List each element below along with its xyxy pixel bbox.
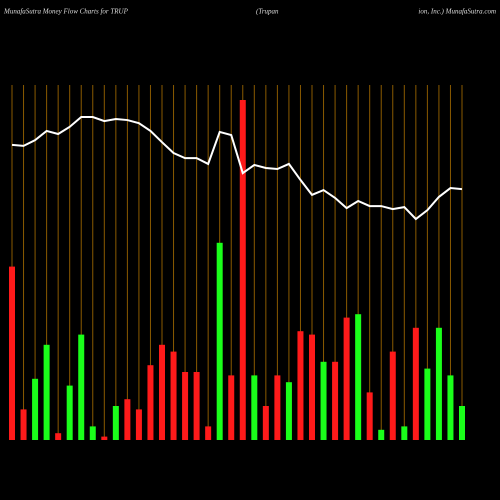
- bar: [124, 399, 131, 440]
- bar: [447, 375, 454, 440]
- bar: [251, 375, 258, 440]
- money-flow-line: [11, 116, 463, 221]
- bar: [274, 375, 281, 440]
- chart-title: MunafaSutra Money Flow Charts for TRUP: [3, 8, 129, 16]
- bar: [159, 344, 165, 440]
- bar: [239, 100, 246, 440]
- bar: [9, 266, 15, 440]
- bar: [262, 406, 269, 440]
- bar: [320, 361, 327, 440]
- chart-title: ion, Inc.) MunafaSutra.com: [418, 8, 496, 16]
- bar: [332, 361, 339, 440]
- bar: [205, 426, 212, 440]
- bar: [20, 409, 27, 440]
- bar: [66, 385, 73, 440]
- bar: [170, 351, 177, 440]
- bar: [112, 406, 119, 440]
- bar: [297, 331, 304, 440]
- chart-title: (Trupan: [256, 8, 279, 16]
- bar: [459, 406, 465, 440]
- bar: [389, 351, 396, 440]
- bar: [285, 382, 292, 440]
- bar: [147, 365, 154, 440]
- bar: [182, 372, 189, 440]
- bar: [435, 327, 442, 440]
- bar: [309, 334, 315, 440]
- bar: [43, 344, 50, 440]
- bar: [424, 368, 431, 440]
- bar: [101, 436, 108, 440]
- bar: [32, 378, 39, 440]
- bar: [89, 426, 96, 440]
- bar: [343, 317, 350, 440]
- bar: [193, 372, 200, 440]
- bar: [401, 426, 408, 440]
- bar: [78, 334, 85, 440]
- bar: [412, 327, 419, 440]
- bar: [216, 242, 223, 440]
- bar: [378, 429, 385, 440]
- bar: [366, 392, 373, 440]
- bar: [135, 409, 142, 440]
- bar: [355, 314, 362, 440]
- bar: [228, 375, 235, 440]
- bar: [55, 433, 62, 440]
